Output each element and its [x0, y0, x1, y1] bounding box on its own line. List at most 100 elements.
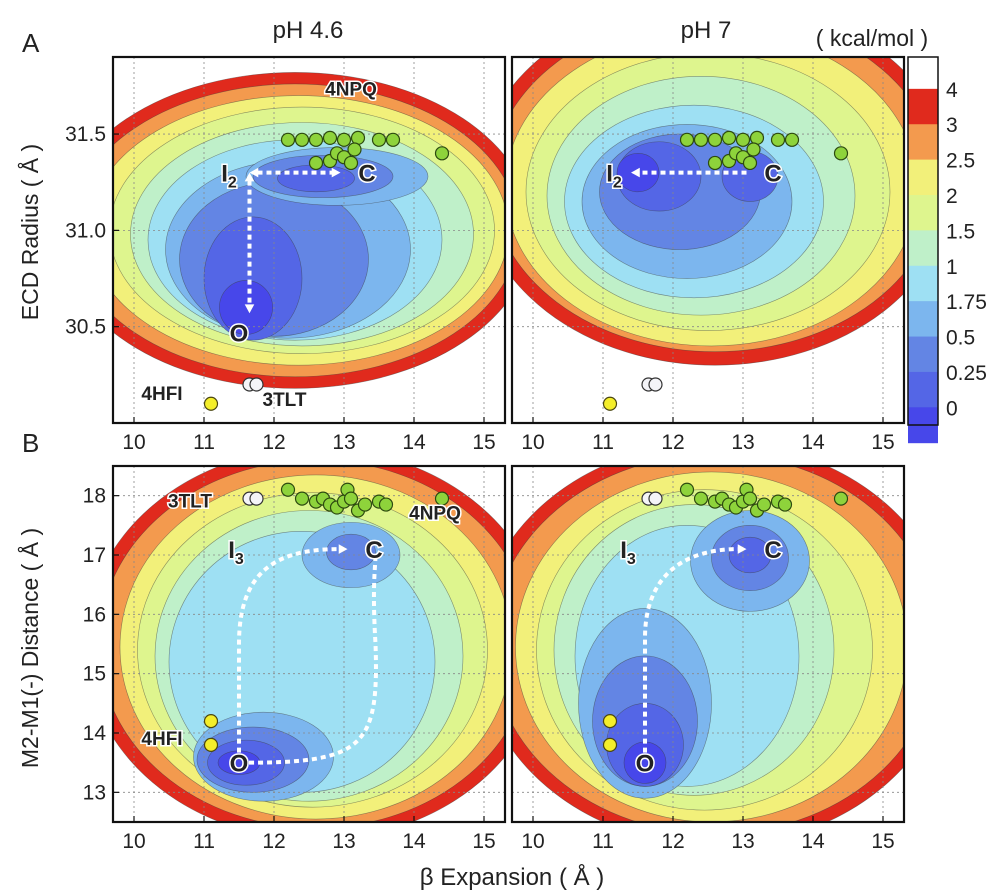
marker-4npq: [833, 491, 849, 506]
marker-4hfi: [203, 396, 219, 411]
plot-frame: [510, 464, 906, 824]
arrow-head: [338, 544, 348, 554]
marker-4npq: [777, 497, 793, 512]
marker-4hfi: [602, 714, 618, 729]
colorbar-label: 0.5: [946, 327, 975, 350]
structure-markers: [203, 130, 450, 411]
arrow-head: [249, 167, 259, 178]
state-label-c: C: [764, 537, 781, 564]
colorbar-segment: [908, 159, 938, 196]
marker-4npq: [434, 146, 450, 161]
x-tick-label: 14: [801, 431, 825, 454]
x-tick-label: 13: [731, 431, 754, 454]
colorbar-label: 2: [946, 185, 958, 208]
x-tick-label: 15: [472, 431, 495, 454]
x-tick-label: 13: [332, 431, 355, 454]
energy-contour: [326, 533, 376, 571]
annotation-4hfi: 4HFI: [141, 384, 182, 405]
marker-4npq: [294, 491, 310, 506]
y-tick-label: 14: [83, 722, 107, 745]
x-tick-label: 10: [521, 830, 544, 853]
axis-ticks: 10 11 12 13 14 15: [521, 816, 895, 853]
colorbar-frame: [907, 56, 939, 426]
state-label-c: C: [365, 537, 382, 564]
marker-4npq: [280, 132, 296, 147]
marker-4npq: [378, 497, 394, 512]
axis-ticks: 10 11 12 13 14 15 30.5 31.0 31.5: [65, 123, 496, 454]
transition-path: [244, 167, 341, 314]
structure-markers: [203, 482, 450, 752]
marker-4npq: [347, 142, 362, 157]
marker-3tlt: [249, 491, 264, 506]
grid: [113, 466, 505, 822]
column-title-ph46: pH 4.6: [273, 17, 344, 44]
marker-4npq: [434, 491, 450, 506]
arrow-path: [237, 547, 340, 753]
arrow-head: [331, 167, 341, 178]
colorbar-label: 2.5: [946, 150, 975, 173]
arrow-path: [248, 554, 378, 765]
axis-ticks: 10 11 12 13 14 15 13 14 15 16 17 18: [83, 485, 496, 853]
x-tick-label: 13: [332, 830, 355, 853]
marker-4npq: [746, 142, 761, 157]
marker-4npq: [343, 491, 359, 506]
y-tick-label: 17: [83, 544, 106, 567]
marker-4npq: [833, 146, 849, 161]
marker-4npq: [308, 155, 324, 171]
marker-4npq: [707, 132, 723, 147]
x-axis-label: β Expansion ( Å ): [420, 863, 605, 891]
arrow-head: [737, 544, 747, 554]
marker-4hfi: [602, 737, 618, 752]
x-tick-label: 11: [592, 431, 614, 454]
colorbar-segment: [908, 230, 938, 267]
marker-4npq: [357, 497, 373, 512]
energy-contour: [219, 280, 273, 335]
transition-path: [631, 167, 747, 178]
marker-4npq: [343, 155, 359, 171]
marker-3tlt: [249, 377, 264, 392]
grid: [113, 57, 505, 423]
marker-4npq: [756, 497, 772, 512]
x-tick-label: 11: [592, 830, 614, 853]
structure-markers: [602, 130, 849, 411]
annotation-3tlt: 3TLT: [168, 492, 212, 513]
transition-path: [643, 544, 747, 753]
marker-4npq: [721, 130, 737, 146]
marker-4hfi: [203, 737, 219, 752]
y-tick-label: 18: [83, 485, 106, 508]
x-tick-label: 10: [122, 830, 145, 853]
x-tick-label: 10: [521, 431, 544, 454]
colorbar-label: 1: [946, 256, 958, 279]
y-tick-label: 15: [83, 663, 106, 686]
marker-4npq: [707, 155, 723, 171]
colorbar-label: 0: [946, 397, 958, 420]
x-tick-label: 14: [402, 830, 426, 853]
state-label-o: O: [230, 320, 249, 347]
colorbar-segment: [908, 57, 938, 89]
marker-4npq: [679, 482, 695, 497]
x-tick-label: 14: [801, 830, 825, 853]
arrow-head: [244, 304, 255, 314]
structure-markers: [602, 482, 849, 752]
panel-label-b: B: [22, 428, 39, 458]
transition-path: [237, 544, 378, 765]
x-tick-label: 12: [661, 830, 684, 853]
annotation-4hfi: 4HFI: [141, 729, 182, 750]
marker-4npq: [308, 132, 324, 147]
state-label-c: C: [764, 161, 781, 188]
colorbar-label: 3: [946, 114, 958, 137]
marker-4npq: [371, 132, 387, 147]
x-tick-label: 12: [262, 830, 285, 853]
colorbar-segment: [908, 336, 938, 373]
marker-4npq: [735, 132, 751, 147]
x-tick-label: 14: [402, 431, 426, 454]
y-tick-label: 13: [83, 781, 106, 804]
marker-4npq: [294, 132, 310, 147]
marker-4npq: [679, 132, 695, 147]
arrow-head: [631, 167, 640, 178]
annotation-4npq: 4NPQ: [409, 503, 461, 524]
plot-frame: [111, 55, 507, 425]
marker-4npq: [280, 482, 296, 497]
